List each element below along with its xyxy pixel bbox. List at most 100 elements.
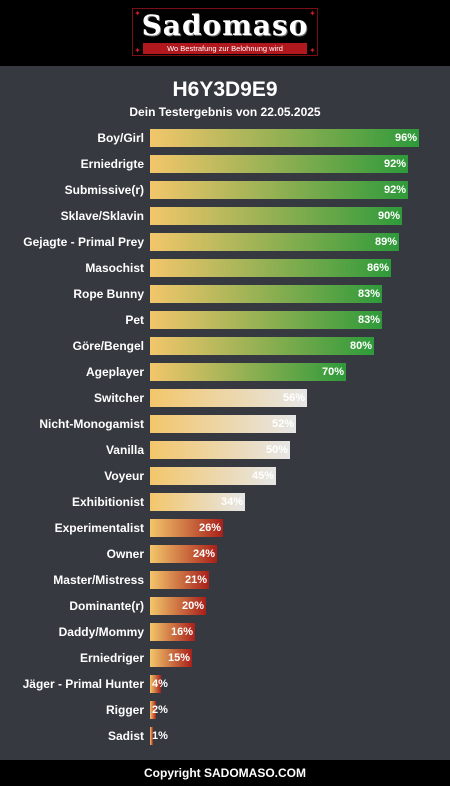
result-label: Erniedrigte: [80, 157, 144, 171]
result-row: Sklave/Sklavin 90%: [0, 207, 450, 225]
result-row: Ageplayer 70%: [0, 363, 450, 381]
result-bar: 83%: [150, 311, 382, 329]
result-bar: 90%: [150, 207, 402, 225]
result-row: Gejagte - Primal Prey 89%: [0, 233, 450, 251]
result-bar: 92%: [150, 155, 408, 173]
result-bar: 92%: [150, 181, 408, 199]
result-label: Gejagte - Primal Prey: [23, 235, 144, 249]
result-label: Switcher: [93, 391, 144, 405]
result-row: Switcher 56%: [0, 389, 450, 407]
result-code: H6Y3D9E9: [172, 78, 278, 101]
footer-copyright: Copyright SADOMASO.COM: [0, 760, 450, 786]
result-label: Owner: [106, 547, 144, 561]
result-value: 90%: [377, 210, 400, 222]
result-row: Exhibitionist 34%: [0, 493, 450, 511]
result-label: Ageplayer: [85, 365, 144, 379]
result-value: 26%: [198, 522, 221, 534]
result-row: Daddy/Mommy 16%: [0, 623, 450, 641]
result-value: 16%: [170, 626, 193, 638]
result-bar: 70%: [150, 363, 346, 381]
result-value: 45%: [251, 470, 274, 482]
result-label: Boy/Girl: [97, 131, 144, 145]
result-label: Master/Mistress: [53, 573, 144, 587]
result-label: Rope Bunny: [73, 287, 144, 301]
result-value: 24%: [192, 548, 215, 560]
result-bar: 89%: [150, 233, 399, 251]
result-bar: 21%: [150, 571, 209, 589]
result-label: Sklave/Sklavin: [60, 209, 144, 223]
result-row: Sadist 1%: [0, 727, 450, 745]
result-label: Submissive(r): [64, 183, 144, 197]
corner-ornament-icon: ✦: [134, 46, 141, 55]
corner-ornament-icon: ✦: [309, 9, 316, 18]
result-value: 83%: [357, 314, 380, 326]
result-bar: 1%: [150, 727, 168, 745]
result-row: Rigger 2%: [0, 701, 450, 719]
result-value: 92%: [383, 184, 406, 196]
result-value: 92%: [383, 158, 406, 170]
result-bar: 15%: [150, 649, 192, 667]
result-value: 86%: [366, 262, 389, 274]
result-row: Nicht-Monogamist 52%: [0, 415, 450, 433]
result-row: Submissive(r) 92%: [0, 181, 450, 199]
result-bar: 80%: [150, 337, 374, 355]
result-bar: 20%: [150, 597, 206, 615]
result-value: 96%: [394, 132, 417, 144]
result-value: 89%: [374, 236, 397, 248]
result-label: Erniedriger: [79, 651, 144, 665]
result-row: Göre/Bengel 80%: [0, 337, 450, 355]
result-value: 2%: [152, 704, 168, 716]
result-label: Voyeur: [104, 469, 144, 483]
result-label: Daddy/Mommy: [58, 625, 144, 639]
result-bar: 52%: [150, 415, 296, 433]
result-value: 56%: [282, 392, 305, 404]
result-label: Exhibitionist: [72, 495, 144, 509]
result-bar: 50%: [150, 441, 290, 459]
result-subtitle: Dein Testergebnis von 22.05.2025: [129, 105, 321, 119]
result-value: 15%: [167, 652, 190, 664]
result-row: Rope Bunny 83%: [0, 285, 450, 303]
result-label: Dominante(r): [69, 599, 144, 613]
result-value: 1%: [152, 730, 168, 742]
header: ✦ ✦ ✦ ✦ Sadomaso Wo Bestrafung zur Beloh…: [0, 0, 450, 66]
corner-ornament-icon: ✦: [134, 9, 141, 18]
result-value: 21%: [184, 574, 207, 586]
result-bar: 2%: [150, 701, 168, 719]
result-label: Rigger: [105, 703, 144, 717]
result-label: Nicht-Monogamist: [39, 417, 144, 431]
result-row: Erniedriger 15%: [0, 649, 450, 667]
result-bar: 16%: [150, 623, 195, 641]
result-label: Pet: [125, 313, 144, 327]
result-row: Vanilla 50%: [0, 441, 450, 459]
result-row: Jäger - Primal Hunter 4%: [0, 675, 450, 693]
result-row: Owner 24%: [0, 545, 450, 563]
result-bar: 34%: [150, 493, 245, 511]
corner-ornament-icon: ✦: [309, 46, 316, 55]
result-row: Dominante(r) 20%: [0, 597, 450, 615]
result-bar: 83%: [150, 285, 382, 303]
site-logo[interactable]: ✦ ✦ ✦ ✦ Sadomaso Wo Bestrafung zur Beloh…: [132, 8, 318, 56]
result-bar: 4%: [150, 675, 168, 693]
result-row: Boy/Girl 96%: [0, 129, 450, 147]
result-row: Erniedrigte 92%: [0, 155, 450, 173]
result-label: Experimentalist: [54, 521, 144, 535]
result-row: Experimentalist 26%: [0, 519, 450, 537]
result-bar: 45%: [150, 467, 276, 485]
result-row: Masochist 86%: [0, 259, 450, 277]
result-label: Jäger - Primal Hunter: [22, 677, 144, 691]
result-label: Masochist: [85, 261, 144, 275]
result-value: 80%: [349, 340, 372, 352]
result-bar: 86%: [150, 259, 391, 277]
result-value: 50%: [265, 444, 288, 456]
result-value: 83%: [357, 288, 380, 300]
result-row: Master/Mistress 21%: [0, 571, 450, 589]
result-bar: 26%: [150, 519, 223, 537]
result-label: Vanilla: [105, 443, 144, 457]
result-bar: 96%: [150, 129, 419, 147]
result-value: 4%: [152, 678, 168, 690]
result-value: 70%: [321, 366, 344, 378]
result-value: 34%: [220, 496, 243, 508]
result-row: Pet 83%: [0, 311, 450, 329]
logo-tagline: Wo Bestrafung zur Belohnung wird: [143, 43, 307, 54]
result-value: 52%: [271, 418, 294, 430]
